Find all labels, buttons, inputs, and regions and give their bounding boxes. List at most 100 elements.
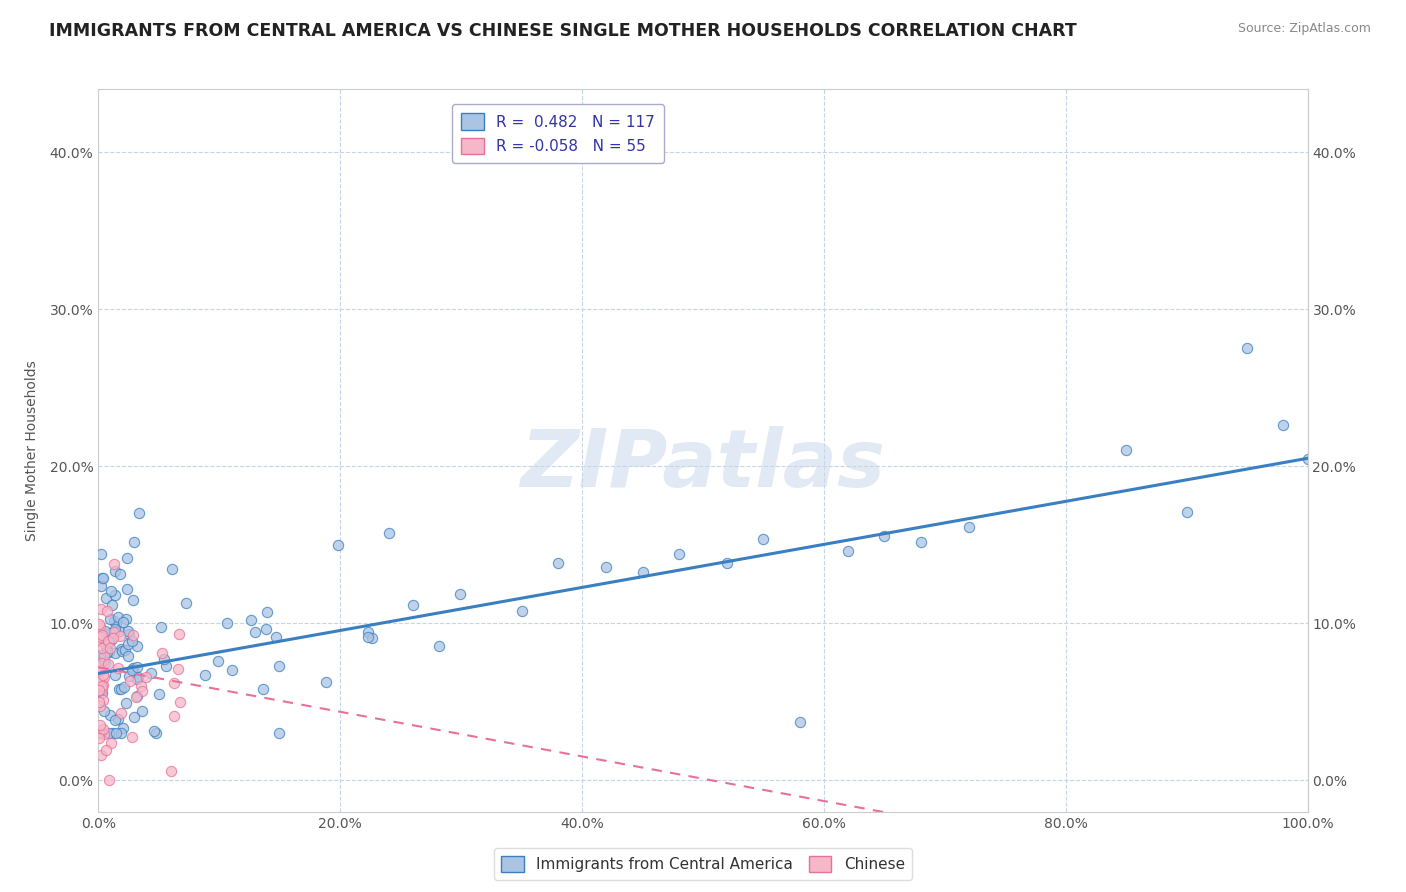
Point: [104, 726, 127, 740]
Point: [131, 704, 153, 718]
Point: [125, 690, 148, 704]
Point: [114, 612, 136, 626]
Point: [174, 596, 197, 610]
Point: [118, 627, 141, 641]
Point: [837, 543, 859, 558]
Point: [111, 721, 134, 735]
Point: [120, 673, 142, 688]
Point: [98, 612, 121, 626]
Point: [141, 666, 163, 681]
Point: [97, 726, 120, 740]
Point: [90, 663, 112, 677]
Point: [90, 579, 112, 593]
Point: [328, 538, 350, 552]
Point: [169, 694, 191, 708]
Point: [449, 587, 471, 601]
Point: [957, 520, 980, 534]
Point: [93, 704, 115, 718]
Point: [96, 639, 118, 653]
Point: [1175, 505, 1198, 519]
Point: [1115, 443, 1137, 458]
Point: [93, 656, 115, 670]
Text: Source: ZipAtlas.com: Source: ZipAtlas.com: [1237, 22, 1371, 36]
Point: [87, 617, 110, 632]
Point: [89, 665, 111, 679]
Point: [160, 562, 183, 576]
Point: [87, 695, 110, 709]
Point: [91, 692, 114, 706]
Point: [96, 645, 118, 659]
Point: [108, 629, 131, 643]
Point: [90, 679, 112, 693]
Point: [96, 591, 118, 605]
Point: [110, 641, 132, 656]
Point: [789, 714, 811, 729]
Point: [103, 625, 125, 640]
Point: [98, 626, 121, 640]
Point: [90, 547, 112, 561]
Point: [111, 644, 134, 658]
Point: [193, 667, 215, 681]
Point: [315, 674, 337, 689]
Point: [91, 722, 114, 736]
Point: [89, 648, 111, 662]
Point: [104, 564, 127, 578]
Point: [1236, 341, 1258, 355]
Point: [121, 730, 143, 744]
Point: [125, 639, 148, 653]
Point: [510, 603, 533, 617]
Point: [873, 529, 896, 543]
Point: [207, 654, 229, 668]
Point: [90, 656, 112, 670]
Point: [668, 547, 690, 561]
Point: [269, 726, 291, 740]
Point: [90, 630, 112, 644]
Point: [115, 551, 138, 566]
Point: [103, 614, 125, 628]
Point: [104, 667, 127, 681]
Point: [100, 632, 122, 647]
Point: [122, 661, 145, 675]
Point: [128, 506, 150, 520]
Point: [245, 624, 267, 639]
Point: [148, 687, 170, 701]
Point: [752, 533, 775, 547]
Point: [167, 627, 190, 641]
Point: [87, 731, 110, 746]
Point: [90, 726, 112, 740]
Point: [547, 557, 569, 571]
Point: [361, 631, 384, 645]
Point: [252, 681, 274, 696]
Point: [110, 726, 132, 740]
Point: [256, 622, 278, 636]
Point: [122, 593, 145, 607]
Point: [108, 624, 131, 639]
Point: [112, 681, 135, 695]
Point: [93, 670, 115, 684]
Text: IMMIGRANTS FROM CENTRAL AMERICA VS CHINESE SINGLE MOTHER HOUSEHOLDS CORRELATION : IMMIGRANTS FROM CENTRAL AMERICA VS CHINE…: [49, 22, 1077, 40]
Point: [97, 645, 120, 659]
Point: [108, 566, 131, 581]
Point: [107, 610, 129, 624]
Point: [145, 726, 167, 740]
Point: [107, 712, 129, 726]
Point: [127, 673, 149, 687]
Point: [110, 706, 132, 720]
Point: [94, 624, 117, 638]
Point: [124, 709, 146, 723]
Point: [98, 635, 121, 649]
Point: [595, 560, 617, 574]
Point: [103, 557, 125, 571]
Point: [98, 708, 121, 723]
Point: [89, 698, 111, 713]
Y-axis label: Single Mother Households: Single Mother Households: [24, 360, 38, 541]
Point: [103, 726, 125, 740]
Point: [160, 764, 183, 779]
Point: [90, 640, 112, 655]
Point: [115, 582, 138, 597]
Point: [104, 622, 127, 636]
Point: [89, 726, 111, 740]
Point: [96, 605, 118, 619]
Point: [163, 708, 186, 723]
Point: [94, 742, 117, 756]
